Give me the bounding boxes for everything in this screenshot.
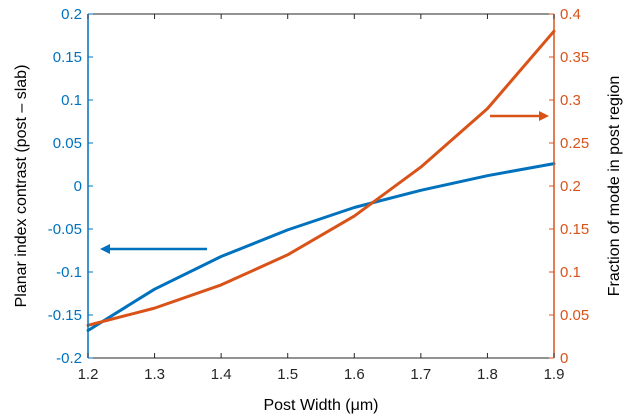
x-tick-label: 1.2 (78, 366, 99, 383)
right-y-tick-label: 0 (560, 350, 568, 367)
x-tick-label: 1.7 (410, 366, 431, 383)
right-y-axis-title: Fraction of mode in post region (606, 76, 623, 297)
x-tick-label: 1.4 (211, 366, 232, 383)
right-y-tick-label: 0.2 (560, 178, 581, 195)
right-y-tick-label: 0.25 (560, 135, 589, 152)
left-y-tick-label: 0.15 (53, 49, 82, 66)
right-y-tick-label: 0.15 (560, 221, 589, 238)
arrow-to-right-axis (490, 111, 549, 121)
series-line-index-contrast (86, 162, 556, 332)
left-y-axis-title: Planar index contrast (post – slab) (13, 65, 30, 308)
x-tick-label: 1.8 (477, 366, 498, 383)
left-y-tick-label: 0 (74, 178, 82, 195)
plot-area (88, 14, 554, 358)
left-y-tick-label: 0.2 (61, 6, 82, 23)
left-y-tick-label: 0.1 (61, 92, 82, 109)
arrow-to-left-axis-head (100, 244, 110, 254)
x-tick-label: 1.5 (277, 366, 298, 383)
left-y-tick-label: -0.2 (56, 350, 82, 367)
right-y-tick-label: 0.35 (560, 49, 589, 66)
x-tick-label: 1.3 (144, 366, 165, 383)
left-y-tick-label: -0.05 (48, 221, 82, 238)
x-axis-title: Post Width (μm) (263, 397, 378, 414)
left-y-tick-label: -0.1 (56, 264, 82, 281)
arrow-to-right-axis-head (539, 111, 549, 121)
right-y-tick-label: 0.3 (560, 92, 581, 109)
left-y-tick-label: -0.15 (48, 307, 82, 324)
right-y-tick-label: 0.4 (560, 6, 581, 23)
x-tick-label: 1.6 (344, 366, 365, 383)
series-line-mode-fraction (86, 29, 556, 327)
x-tick-label: 1.9 (544, 366, 565, 383)
arrow-to-left-axis (100, 244, 207, 254)
left-y-tick-label: 0.05 (53, 135, 82, 152)
right-y-tick-label: 0.05 (560, 307, 589, 324)
right-y-tick-label: 0.1 (560, 264, 581, 281)
